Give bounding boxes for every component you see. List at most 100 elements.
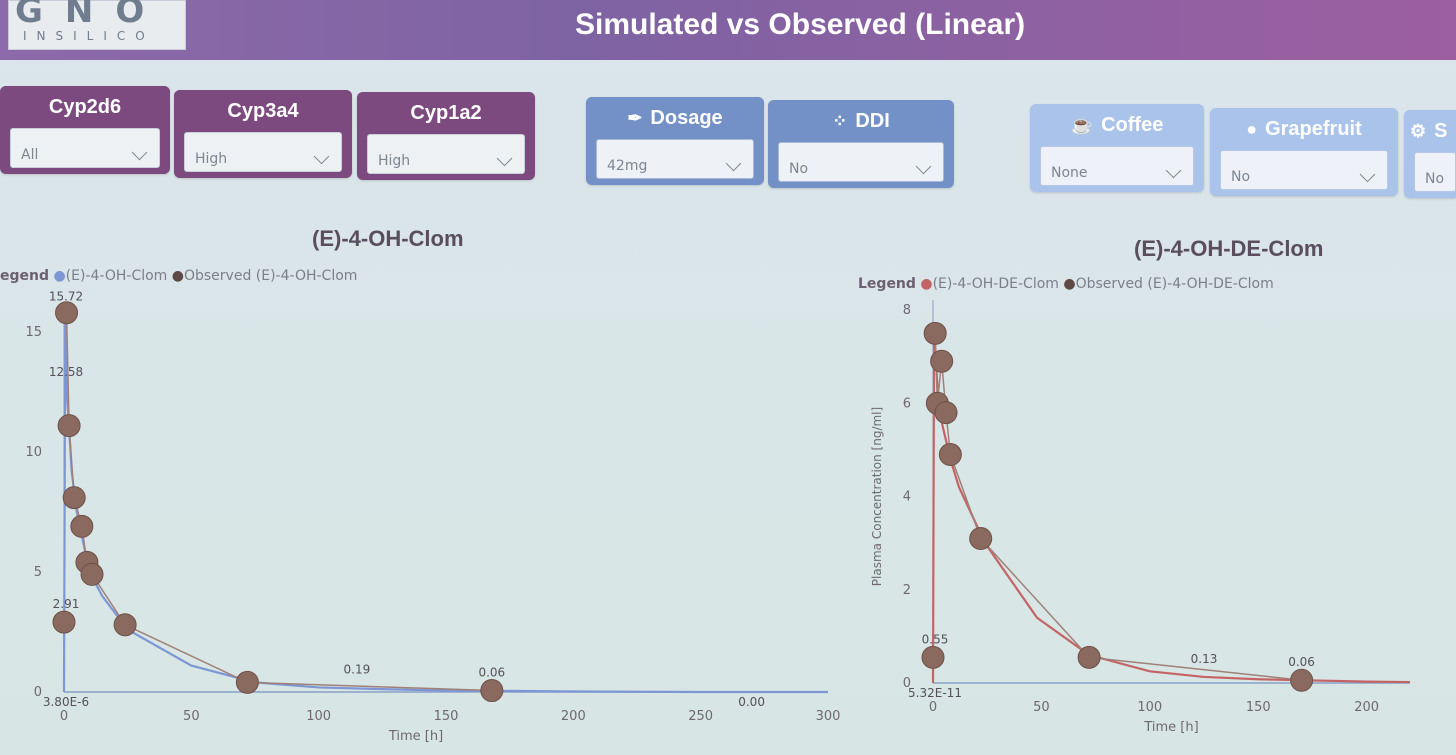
legend-entry-sim: (E)-4-OH-Clom xyxy=(65,268,168,284)
filter-header: ☕ Coffee xyxy=(1030,104,1204,146)
y-tick-label: 2 xyxy=(903,583,911,598)
x-tick-label: 200 xyxy=(1354,700,1379,715)
chevron-down-icon xyxy=(725,155,742,172)
filter-label: Cyp2d6 xyxy=(0,86,170,128)
observed-series-line xyxy=(934,333,1302,681)
chart1-legend: egend ●(E)-4-OH-Clom ●Observed (E)-4-OH-… xyxy=(0,268,357,284)
gear-icon: ⚙ xyxy=(1410,120,1427,141)
filter-grapefruit: ● Grapefruit No xyxy=(1210,108,1398,196)
y-tick-label: 5 xyxy=(34,565,42,580)
chevron-down-icon xyxy=(1165,162,1182,179)
y-tick-label: 8 xyxy=(903,303,911,318)
data-label: 0.06 xyxy=(478,666,505,680)
filter-label: Coffee xyxy=(1101,113,1164,136)
select-value: High xyxy=(378,153,411,169)
grapefruit-icon: ● xyxy=(1246,118,1258,139)
legend-entry-observed: Observed (E)-4-OH-Clom xyxy=(183,268,358,284)
data-label: 3.80E-6 xyxy=(43,695,89,709)
data-label: 2.91 xyxy=(53,597,80,611)
chevron-down-icon xyxy=(131,144,148,161)
filter-cyp2d6: Cyp2d6 All xyxy=(0,86,170,174)
data-label: 0.19 xyxy=(344,662,371,676)
data-label: 0.00 xyxy=(738,695,765,709)
observed-point xyxy=(969,526,993,550)
x-tick-label: 0 xyxy=(929,700,937,715)
x-tick-label: 100 xyxy=(1137,700,1162,715)
coffee-cup-icon: ☕ xyxy=(1070,114,1094,135)
logo-wordmark: GNO xyxy=(15,0,167,31)
filter-header: ● Grapefruit xyxy=(1210,108,1398,150)
select-value: All xyxy=(21,147,39,163)
filter-header: ✒ Dosage xyxy=(586,97,764,139)
select-value: 42mg xyxy=(607,158,648,174)
filter-dosage: ✒ Dosage 42mg xyxy=(586,97,764,185)
observed-point xyxy=(934,401,958,425)
data-label: 12.58 xyxy=(49,365,83,379)
data-label: 15.72 xyxy=(49,290,83,304)
observed-point xyxy=(921,645,945,669)
cyp1a2-select[interactable]: High xyxy=(367,134,525,174)
coffee-select[interactable]: None xyxy=(1040,146,1194,186)
legend-title: egend xyxy=(0,268,49,284)
chevron-down-icon xyxy=(496,150,513,167)
chart2-plot: 0 50 100 150 200 0 2 4 6 8 Time [h] Plasma Concentr… xyxy=(870,300,1411,735)
filter-truncated: ⚙ S No xyxy=(1404,110,1456,198)
pills-icon: ⁘ xyxy=(832,110,848,131)
x-axis-label: Time [h] xyxy=(1143,720,1198,735)
filter-header: ⚙ S xyxy=(1404,110,1456,152)
y-axis-label: Plasma Concentration [ng/ml] xyxy=(870,407,884,586)
filter-cyp3a4: Cyp3a4 High xyxy=(174,90,352,178)
logo-subtitle: INSILICO xyxy=(23,29,155,43)
y-tick-label: 15 xyxy=(25,325,42,340)
observed-point xyxy=(1077,645,1101,669)
observed-point xyxy=(1290,668,1314,692)
x-tick-label: 300 xyxy=(816,709,841,724)
filter-label: S xyxy=(1434,119,1448,142)
ddi-select[interactable]: No xyxy=(778,142,944,182)
legend-entry-sim: (E)-4-OH-DE-Clom xyxy=(932,276,1059,292)
header-bar: GNO INSILICO Simulated vs Observed (Line… xyxy=(0,0,1456,60)
filter-label: Dosage xyxy=(650,106,723,129)
x-tick-label: 250 xyxy=(688,709,713,724)
chart2-legend: Legend ●(E)-4-OH-DE-Clom ●Observed (E)-4… xyxy=(858,276,1274,292)
legend-dot-icon: ● xyxy=(53,268,66,284)
syringe-icon: ✒ xyxy=(627,107,643,128)
observed-point xyxy=(938,443,962,467)
observed-point xyxy=(57,414,81,438)
y-tick-label: 0 xyxy=(34,685,42,700)
observed-point xyxy=(480,679,504,703)
x-tick-label: 0 xyxy=(60,709,68,724)
dosage-select[interactable]: 42mg xyxy=(596,139,754,179)
filter-label: Grapefruit xyxy=(1265,117,1362,140)
observed-point xyxy=(930,349,954,373)
observed-point xyxy=(113,613,137,637)
data-label: 0.06 xyxy=(1288,655,1315,669)
logo: GNO INSILICO xyxy=(8,0,186,50)
filter-coffee: ☕ Coffee None xyxy=(1030,104,1204,192)
simulated-series-line xyxy=(931,328,1411,684)
truncated-select[interactable]: No xyxy=(1414,152,1456,192)
page-title: Simulated vs Observed (Linear) xyxy=(575,8,1026,41)
legend-dot-icon: ● xyxy=(920,276,933,292)
select-value: No xyxy=(1425,171,1445,187)
observed-point xyxy=(923,321,947,345)
x-tick-label: 50 xyxy=(183,709,200,724)
y-tick-label: 0 xyxy=(903,676,911,691)
cyp3a4-select[interactable]: High xyxy=(184,132,342,172)
select-value: No xyxy=(789,161,809,177)
legend-dot-icon: ● xyxy=(171,268,184,284)
filter-header: ⁘ DDI xyxy=(768,100,954,142)
select-value: No xyxy=(1231,169,1251,185)
cyp2d6-select[interactable]: All xyxy=(10,128,160,168)
observed-point xyxy=(80,562,104,586)
select-value: None xyxy=(1051,165,1088,181)
x-tick-label: 50 xyxy=(1033,700,1050,715)
observed-point xyxy=(52,610,76,634)
observed-point xyxy=(55,301,79,325)
chart1-title: (E)-4-OH-Clom xyxy=(312,226,464,251)
filter-label: Cyp1a2 xyxy=(357,92,535,134)
y-tick-label: 10 xyxy=(25,445,42,460)
grapefruit-select[interactable]: No xyxy=(1220,150,1388,190)
x-tick-label: 150 xyxy=(1246,700,1271,715)
filter-ddi: ⁘ DDI No xyxy=(768,100,954,188)
